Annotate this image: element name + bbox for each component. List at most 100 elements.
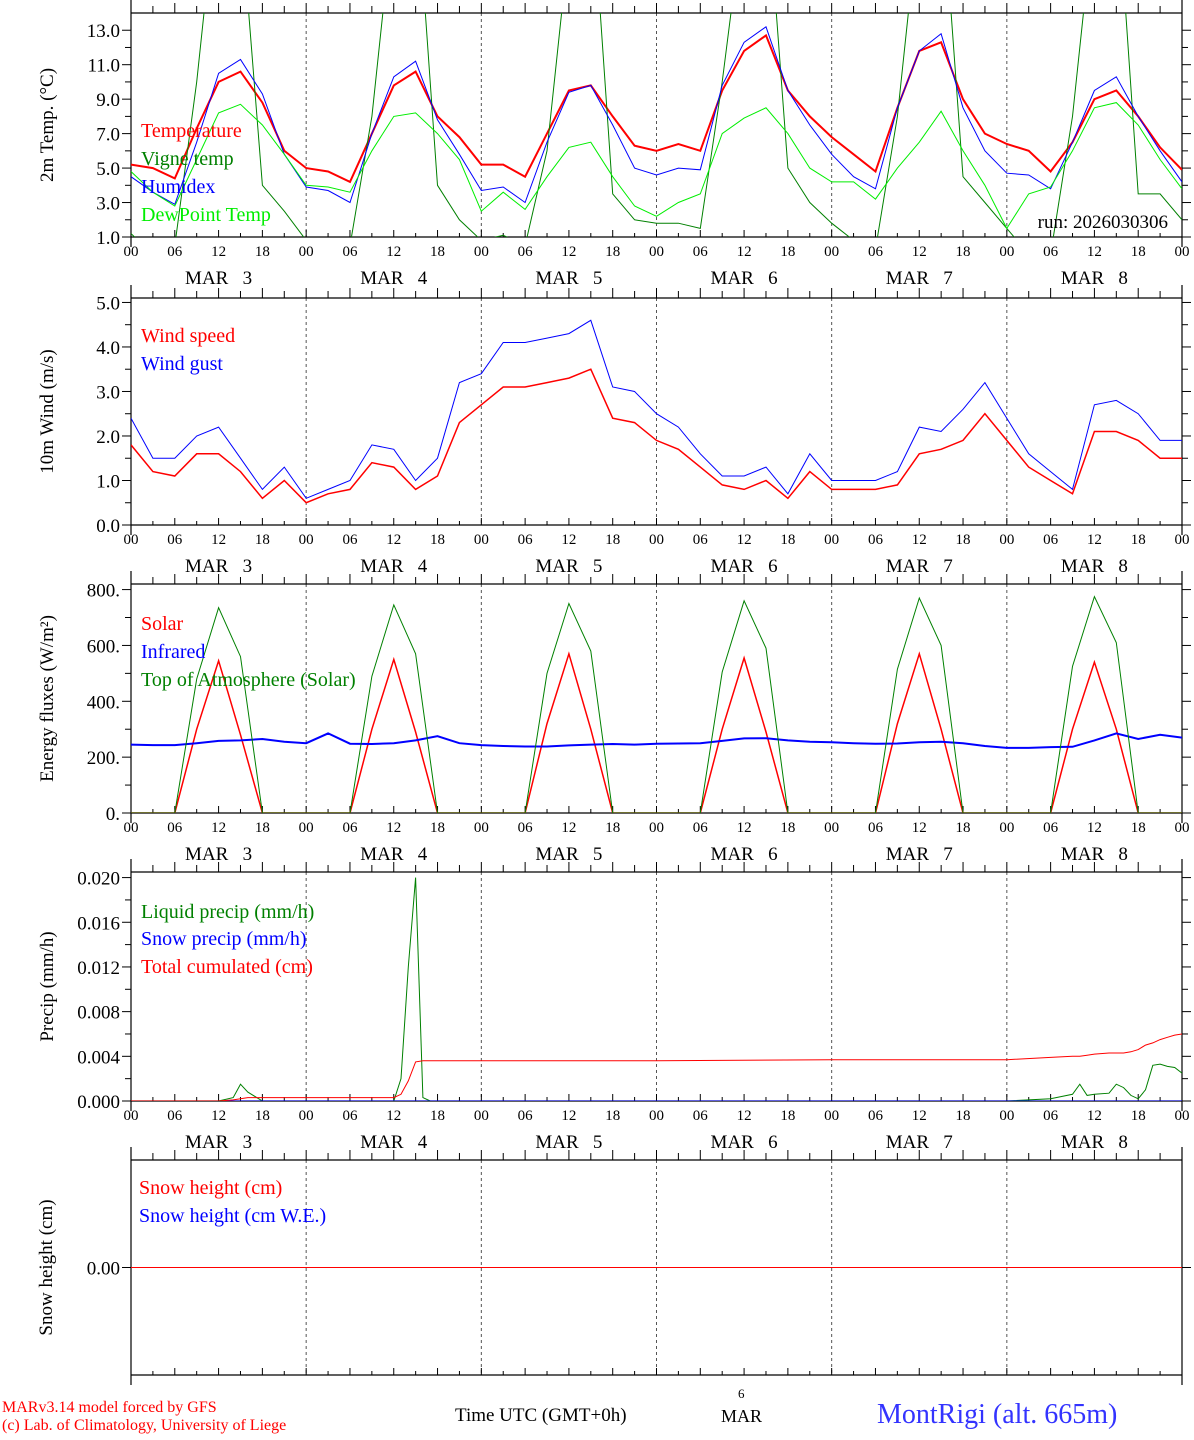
y-tick-label: 0.000 <box>77 1092 120 1113</box>
x-tick-label: 18 <box>430 244 445 260</box>
day-label: MAR 8 <box>1061 556 1128 577</box>
y-tick-label: 1.0 <box>96 471 120 492</box>
x-tick-label: 00 <box>999 244 1014 260</box>
x-tick-label: 12 <box>211 820 226 836</box>
x-tick-label: 12 <box>912 244 927 260</box>
x-tick-label: 12 <box>737 244 752 260</box>
day-label: MAR 4 <box>360 268 428 289</box>
x-tick-label: 18 <box>255 820 270 836</box>
panel-temperature: 00 06 12 18 00 06 12 18 00 06 12 18 00 06 12 18 00 06 12 18… <box>37 0 1191 289</box>
x-tick-label: 00 <box>299 1108 314 1124</box>
x-tick-label: 00 <box>474 1108 489 1124</box>
day-label: MAR 6 <box>711 556 778 577</box>
x-tick-label: 00 <box>824 532 839 548</box>
legend-entry: DewPoint Temp <box>141 204 271 226</box>
x-tick-label: 00 <box>474 532 489 548</box>
y-tick-label: 4.0 <box>96 338 120 359</box>
x-tick-label: 18 <box>956 532 971 548</box>
x-tick-label: 00 <box>299 820 314 836</box>
station-title: MontRigi (alt. 665m) <box>877 1399 1118 1430</box>
y-tick-label: 7.0 <box>96 125 120 146</box>
x-tick-label: 06 <box>342 820 358 836</box>
y-tick-label: 0.016 <box>77 913 120 934</box>
day-label: MAR 6 <box>711 268 778 289</box>
panel-wind: 00 06 12 18 00 06 12 18 00 06 12 18 00 06 12 18 00 06 12 18… <box>37 285 1191 577</box>
x-tick-label: 12 <box>561 532 576 548</box>
day-label: MAR 5 <box>535 268 602 289</box>
legend-entry: Snow height (cm W.E.) <box>139 1205 326 1227</box>
y-tick-label: 3.0 <box>96 382 120 403</box>
run-label: run: 2026030306 <box>1038 212 1168 233</box>
legend-entry: Top of Atmosphere (Solar) <box>141 669 356 691</box>
x-tick-label: 00 <box>1175 244 1190 260</box>
x-tick-label: 12 <box>386 244 401 260</box>
x-tick-label: 12 <box>1087 532 1102 548</box>
series-group <box>131 319 1182 504</box>
x-tick-label: 06 <box>693 244 709 260</box>
x-tick-label: 06 <box>1043 820 1059 836</box>
panel-snow: 0.00 Snow height (cm) Snow height (cm) Snow… <box>36 1147 1191 1385</box>
x-tick-label: 18 <box>956 820 971 836</box>
x-tick-label: 06 <box>518 244 534 260</box>
credit-label: (c) Lab. of Climatology, University of L… <box>2 1417 287 1434</box>
x-tick-label: 00 <box>999 532 1014 548</box>
y-tick-label: 0.008 <box>77 1003 120 1024</box>
y-tick-label: 0.004 <box>77 1047 120 1068</box>
day-label: MAR 8 <box>1061 844 1128 865</box>
x-tick-label: 00 <box>649 244 664 260</box>
day-label: MAR 7 <box>886 556 953 577</box>
x-tick-label: 06 <box>868 244 884 260</box>
x-tick-label: 18 <box>255 532 270 548</box>
x-tick-label: 00 <box>124 820 139 836</box>
x-tick-label: 06 <box>693 1108 709 1124</box>
panel-energy: 00 06 12 18 00 06 12 18 00 06 12 18 00 06 12 18 00 06 12 18… <box>37 571 1191 865</box>
x-tick-label: 00 <box>999 1108 1014 1124</box>
series-line-wind-gust <box>131 319 1182 499</box>
y-axis-label: Snow height (cm) <box>36 1199 57 1335</box>
y-tick-label: 5.0 <box>96 293 120 314</box>
x-tick-label: 00 <box>1175 1108 1190 1124</box>
x-tick-label: 12 <box>561 244 576 260</box>
x-tick-label: 12 <box>912 1108 927 1124</box>
legend-entry: Humidex <box>141 176 215 198</box>
x-tick-label: 00 <box>124 244 139 260</box>
x-tick-label: 18 <box>780 820 795 836</box>
series-line-liquid-precip-mm-h- <box>131 877 1182 1101</box>
x-tick-label: 00 <box>124 532 139 548</box>
x-tick-label: 00 <box>824 244 839 260</box>
x-tick-label: 06 <box>868 532 884 548</box>
x-tick-label: 18 <box>956 1108 971 1124</box>
x-tick-label: 18 <box>1131 820 1146 836</box>
day-label: MAR 7 <box>886 268 953 289</box>
x-tick-label: 18 <box>430 820 445 836</box>
x-tick-label: 00 <box>299 244 314 260</box>
day-label: MAR 6 <box>711 844 778 865</box>
x-tick-label: 18 <box>605 1108 620 1124</box>
x-tick-label: 00 <box>124 1108 139 1124</box>
panel-precip: 00 06 12 18 00 06 12 18 00 06 12 18 00 06 12 18 00 06 12 18… <box>37 859 1191 1153</box>
x-axis-title: Time UTC (GMT+0h) <box>455 1405 627 1426</box>
day-label: MAR 4 <box>360 556 428 577</box>
x-tick-label: 12 <box>737 820 752 836</box>
day-label: MAR 3 <box>185 1132 252 1153</box>
x-tick-label: 06 <box>167 244 183 260</box>
day-label: MAR 8 <box>1061 268 1128 289</box>
x-tick-label: 12 <box>561 820 576 836</box>
series-line-humidex <box>131 26 1182 206</box>
y-tick-label: 5.0 <box>96 159 120 180</box>
y-tick-label: 11.0 <box>87 56 120 77</box>
day-label: MAR 3 <box>185 556 252 577</box>
x-tick-label: 00 <box>474 820 489 836</box>
y-tick-label: 0.00 <box>87 1259 120 1280</box>
x-tick-label: 18 <box>605 820 620 836</box>
x-tick-label: 06 <box>1043 1108 1059 1124</box>
y-tick-label: 3.0 <box>96 194 120 215</box>
day-label: MAR 7 <box>886 1132 953 1153</box>
x-tick-label: 18 <box>1131 244 1146 260</box>
x-tick-label: 18 <box>1131 1108 1146 1124</box>
x-tick-label: 12 <box>1087 244 1102 260</box>
x-tick-label: 18 <box>780 1108 795 1124</box>
y-tick-label: 0. <box>106 804 120 825</box>
x-tick-label: 06 <box>518 1108 534 1124</box>
